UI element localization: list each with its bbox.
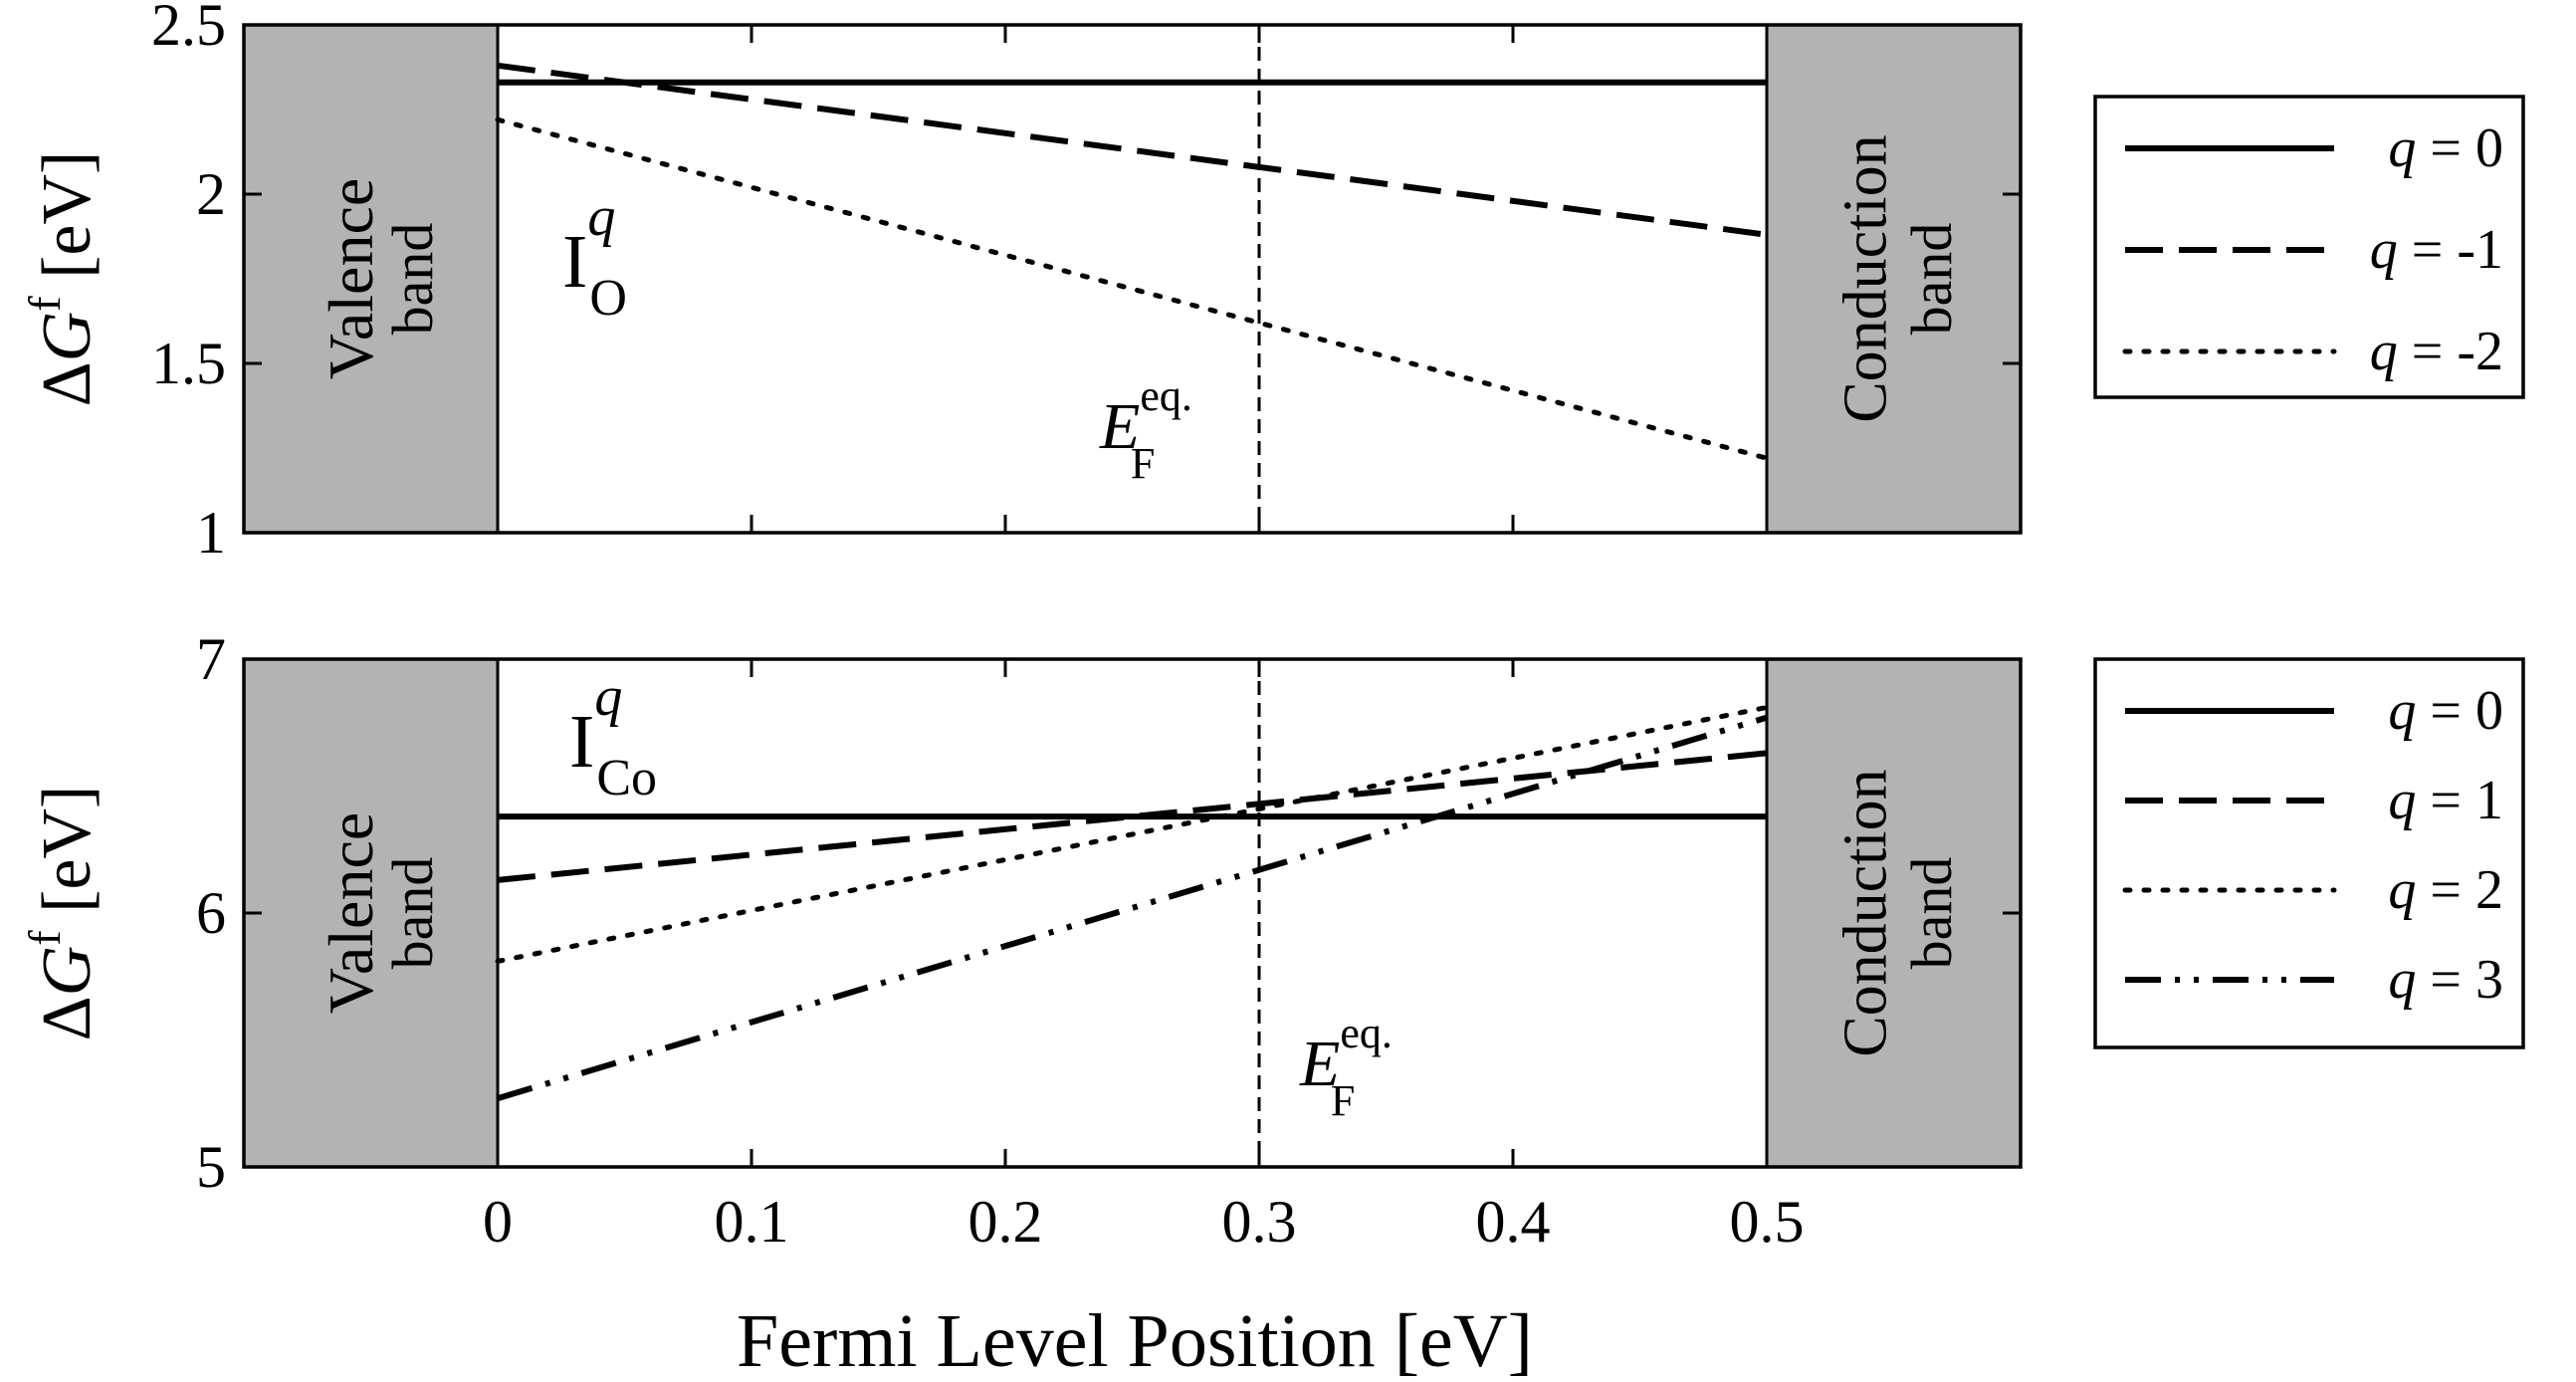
defect-annotation-sub: O: [589, 270, 627, 327]
conduction-band-label: Conduction: [1832, 769, 1900, 1056]
y-tick-label: 7: [196, 626, 226, 692]
legend-label-var: q: [2370, 321, 2398, 382]
defect-annotation: Iq Co: [569, 666, 657, 806]
series-line-q2: [495, 704, 1770, 964]
legend-label-var: q: [2388, 859, 2416, 921]
y-tick-label: 1: [196, 500, 226, 566]
fermi-level-label: Eeq. F: [1099, 371, 1192, 488]
legend-label: q = 0: [2388, 117, 2503, 179]
plot-frame: [242, 23, 2023, 535]
legend-label-value: = 2: [2416, 859, 2503, 921]
valence-band-sublabel: band: [380, 223, 445, 336]
legend-label-var: q: [2388, 770, 2416, 831]
conduction-band-region: [1767, 659, 2021, 1167]
fermi-label-sup: eq.: [1140, 371, 1192, 420]
legend-label: q = 0: [2388, 680, 2503, 742]
legend-label-value: = 1: [2416, 770, 2503, 831]
legend-label-value: = 0: [2416, 680, 2503, 742]
legend-label-value: = 0: [2416, 117, 2503, 179]
legend-label-value: = -2: [2398, 321, 2503, 382]
y-tick-label: 2: [196, 161, 226, 227]
defect-annotation-main: I: [569, 700, 594, 784]
valence-band-label: Valence: [316, 178, 386, 380]
series-line-q3: [497, 714, 1768, 1102]
defect-annotation-sup: q: [587, 186, 615, 248]
defect-annotation-sup: q: [594, 666, 622, 728]
conduction-band-label: Conduction: [1832, 134, 1900, 422]
x-tick-label: 0.2: [968, 1189, 1043, 1255]
series-line-q1: [497, 62, 1768, 238]
y-axis-label: ΔGf [eV]: [19, 786, 106, 1041]
legend-label-value: = 3: [2416, 949, 2503, 1011]
legend-label-var: q: [2388, 680, 2416, 742]
legend: q = 0q = 1q = 2q = 3: [2093, 657, 2525, 1049]
fermi-level-label: Eeq. F: [1299, 1009, 1393, 1125]
legend-label-var: q: [2388, 949, 2416, 1011]
x-tick-label: 0.4: [1476, 1189, 1551, 1255]
x-tick-label: 0.3: [1222, 1189, 1297, 1255]
y-axis-label-unit: [eV]: [29, 151, 106, 297]
x-tick-label: 0.1: [715, 1189, 789, 1255]
legend-label: q = -1: [2370, 219, 2503, 281]
y-tick-label: 5: [196, 1134, 226, 1200]
valence-band-label: Valence: [316, 812, 386, 1015]
legend-label-value: = -1: [2398, 219, 2503, 281]
defect-annotation-main: I: [562, 220, 587, 304]
fermi-label-sub: F: [1331, 1076, 1355, 1125]
plot-frame: [242, 657, 2023, 1169]
y-tick-label: 2.5: [151, 0, 226, 58]
legend-label: q = 2: [2388, 859, 2503, 921]
legend-label-var: q: [2370, 219, 2398, 281]
x-tick-label: 0.5: [1730, 1189, 1805, 1255]
y-tick-label: 6: [196, 880, 226, 946]
y-axis-label-sup: f: [19, 296, 70, 312]
conduction-band-sublabel: band: [1899, 223, 1964, 336]
y-axis-label-delta: Δ: [29, 361, 106, 406]
fermi-label-sub: F: [1131, 439, 1155, 488]
y-axis-label-symbol: G: [29, 946, 106, 997]
y-axis-label-symbol: G: [29, 312, 106, 362]
fermi-label-main: E: [1099, 390, 1140, 463]
series-line-q2: [495, 116, 1770, 461]
x-tick-label: 0: [483, 1189, 513, 1255]
y-axis-label-delta: Δ: [29, 996, 106, 1040]
conduction-band-region: [1767, 25, 2021, 533]
legend-label-var: q: [2388, 117, 2416, 179]
defect-annotation: Iq O: [562, 186, 627, 327]
conduction-band-sublabel: band: [1899, 857, 1964, 970]
y-axis-label-sup: f: [19, 930, 70, 946]
x-axis-label: Fermi Level Position [eV]: [737, 1299, 1533, 1382]
y-tick-label: 1.5: [151, 331, 226, 396]
valence-band-region: [244, 659, 498, 1167]
y-axis-label: ΔGf [eV]: [19, 151, 106, 407]
fermi-label-main: E: [1299, 1028, 1340, 1100]
valence-band-region: [244, 25, 498, 533]
valence-band-sublabel: band: [380, 857, 445, 970]
y-axis-label-unit: [eV]: [29, 786, 106, 931]
legend-label: q = 1: [2388, 770, 2503, 831]
defect-annotation-sub: Co: [596, 750, 657, 806]
legend: q = 0q = -1q = -2: [2093, 95, 2525, 399]
fermi-label-sup: eq.: [1340, 1009, 1393, 1057]
legend-label: q = 3: [2388, 949, 2503, 1011]
legend-label: q = -2: [2370, 321, 2503, 382]
